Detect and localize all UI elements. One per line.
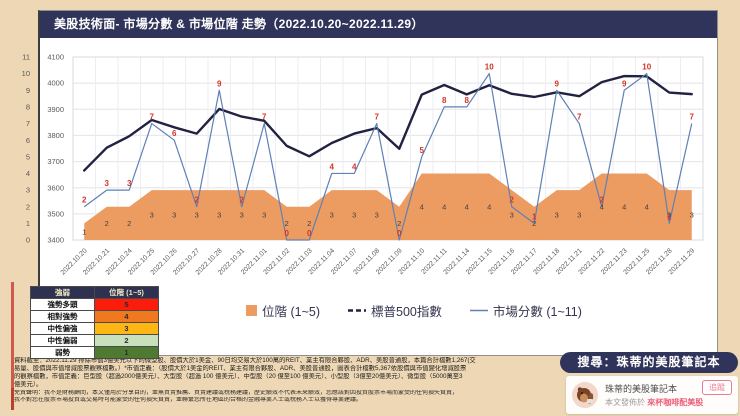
footnote-line: 資料截至：2022.11.29 排除市值3億美元以下的微型股、股價大於1美金、9… — [14, 357, 476, 364]
follow-button[interactable]: 追蹤 — [702, 380, 732, 395]
disclaimer-line: 免責聲明：我不是財務顧問，本文僅用於分享目的，並無買賣推薦、買賣建議或稅務建議，… — [14, 390, 459, 396]
table-row: 相對強勢 4 — [30, 310, 159, 323]
rank-area-swatch-icon — [246, 305, 257, 316]
legend-item-score: 市場分數 (1~11) — [469, 301, 582, 320]
strength-label-cell: 中性偏強 — [30, 322, 95, 335]
svg-text:6: 6 — [26, 136, 30, 145]
table-row: 中性偏弱 2 — [30, 334, 159, 347]
table-row: 強勢多頭 5 — [30, 298, 159, 311]
legend-label-sp500: 標普500指數 — [371, 305, 442, 319]
svg-text:1: 1 — [26, 219, 30, 228]
svg-text:10: 10 — [22, 69, 30, 78]
legend-label-rank: 位階 (1~5) — [262, 305, 321, 319]
legend-label-score: 市場分數 (1~11) — [492, 305, 582, 319]
legend-item-rank: 位階 (1~5) — [246, 301, 320, 320]
svg-text:11: 11 — [22, 53, 30, 62]
author-name: 珠蒂的美股筆記本 — [605, 384, 678, 394]
svg-text:9: 9 — [26, 86, 30, 95]
svg-text:8: 8 — [26, 103, 30, 112]
rank-value-cell: 1 — [94, 346, 159, 359]
svg-text:3: 3 — [26, 186, 30, 195]
squirrel-coffee-icon — [572, 382, 598, 408]
header-rank: 位階 (1~5) — [94, 286, 159, 299]
svg-text:7: 7 — [26, 119, 30, 128]
score-line-icon — [469, 309, 488, 312]
search-badge[interactable]: 搜尋：珠蒂的美股筆記本 — [560, 352, 738, 373]
rank-value-cell: 2 — [94, 334, 159, 347]
footnote-line: 易量、股價與市值增減股票觀察檔數。）*市值定義：（股價大於1美金的REIT、業主… — [14, 364, 467, 372]
rank-legend-table: 強弱 位階 (1~5) 強勢多頭 5 相對強勢 4 中性偏強 3 中性偏弱 2 弱勢 1 — [30, 286, 159, 359]
sp500-dashed-line-icon — [348, 309, 367, 312]
table-row: 中性偏強 3 — [30, 322, 159, 335]
chart-legend: 位階 (1~5) 標普500指數 市場分數 (1~11) — [246, 301, 582, 320]
svg-text:5: 5 — [26, 152, 30, 161]
strength-label-cell: 中性偏弱 — [30, 334, 95, 347]
header-strength: 強弱 — [30, 286, 95, 299]
svg-text:4: 4 — [26, 169, 30, 178]
table-header-row: 強弱 位階 (1~5) — [30, 286, 159, 299]
score-axis-labels: 0 1 2 3 4 5 6 7 8 9 10 11 — [22, 53, 30, 245]
disclaimer-text: 免責聲明：我不是財務顧問，本文僅用於分享目的，並無買賣推薦、買賣建議或稅務建議，… — [14, 390, 544, 404]
footnote-line: 億美元）。 — [14, 380, 43, 388]
rank-value-cell: 3 — [94, 322, 159, 335]
legend-item-sp500: 標普500指數 — [348, 301, 442, 320]
author-avatar — [572, 382, 598, 408]
decorative-left-rule-2 — [11, 388, 14, 410]
table-row: 弱勢 1 — [30, 346, 159, 359]
data-footnote: 資料截至：2022.11.29 排除市值3億美元以下的微型股、股價大於1美金、9… — [14, 357, 550, 389]
published-prefix: 本文發佈於 — [605, 398, 645, 407]
svg-text:2: 2 — [26, 202, 30, 211]
published-line: 本文發佈於 來杯咖啡配美股 — [605, 397, 703, 408]
author-profile-card: 珠蒂的美股筆記本 追蹤 本文發佈於 來杯咖啡配美股 — [566, 376, 738, 414]
chart-title: 美股技術面- 市場分數 & 市場位階 走勢（2022.10.20~2022.11… — [40, 11, 717, 38]
decorative-left-rule — [11, 282, 14, 410]
rank-value-cell: 4 — [94, 310, 159, 323]
rank-value-cell: 5 — [94, 298, 159, 311]
svg-text:0: 0 — [26, 236, 30, 245]
strength-label-cell: 強勢多頭 — [30, 298, 95, 311]
published-source-link[interactable]: 來杯咖啡配美股 — [647, 398, 704, 407]
footnote-line: 的觀察檔數，市值定義：巨型股（超過2000億美元）、大型股（超過 100 億美元… — [14, 372, 463, 380]
disclaimer-line: 我不對您在股票市場投資或交易時可能蒙受的任何損失負責，並聯繫您所在地區的合格的金… — [14, 397, 363, 404]
strength-label-cell: 相對強勢 — [30, 310, 95, 323]
strength-label-cell: 弱勢 — [30, 346, 95, 359]
